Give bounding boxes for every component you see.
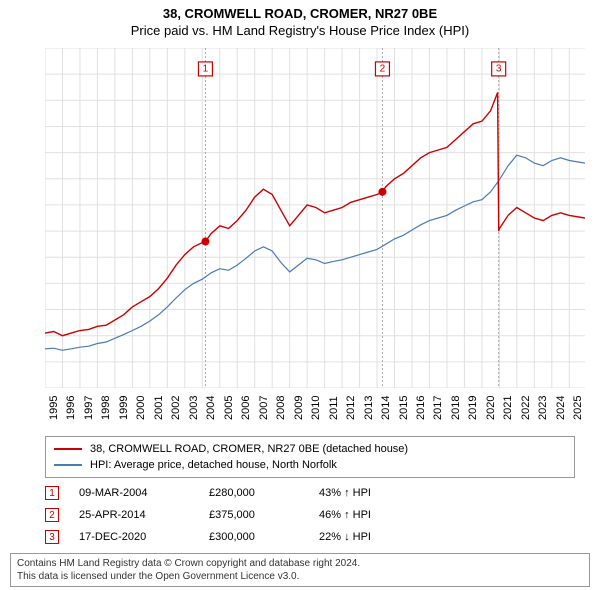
x-tick-label: 2002 [170,396,182,420]
legend-label: 38, CROMWELL ROAD, CROMER, NR27 0BE (det… [90,443,408,455]
x-tick-label: 2018 [450,396,462,420]
x-tick-label: 2025 [572,396,584,420]
footer: Contains HM Land Registry data © Crown c… [10,553,590,587]
x-tick-label: 2022 [520,396,532,420]
x-tick-label: 2011 [328,396,340,420]
x-tick-label: 2014 [380,396,392,420]
x-tick-label: 2021 [502,396,514,420]
x-tick-label: 2005 [223,396,235,420]
chart-svg: £0£50K£100K£150K£200K£250K£300K£350K£400… [45,48,585,388]
x-tick-label: 2008 [275,396,287,420]
x-tick-label: 2020 [485,396,497,420]
legend-row: 38, CROMWELL ROAD, CROMER, NR27 0BE (det… [54,441,566,457]
x-tick-label: 2006 [240,396,252,420]
x-tick-label: 2019 [467,396,479,420]
sale-delta: 46% ↑ HPI [319,509,371,521]
x-tick-label: 1996 [65,396,77,420]
x-tick-label: 2017 [432,396,444,420]
legend-swatch [54,464,82,466]
footer-line: This data is licensed under the Open Gov… [17,570,583,583]
legend-row: HPI: Average price, detached house, Nort… [54,457,566,473]
x-tick-label: 1998 [100,396,112,420]
sale-marker: 1 [45,486,59,500]
x-tick-label: 1999 [118,396,130,420]
chart-area: £0£50K£100K£150K£200K£250K£300K£350K£400… [45,48,585,388]
sale-delta: 43% ↑ HPI [319,487,371,499]
x-tick-label: 2007 [258,396,270,420]
x-tick-label: 1997 [83,396,95,420]
sale-date: 09-MAR-2004 [79,487,209,499]
x-tick-label: 2001 [153,396,165,420]
x-tick-label: 2003 [188,396,200,420]
x-tick-label: 2010 [310,396,322,420]
footer-line: Contains HM Land Registry data © Crown c… [17,557,583,570]
x-axis-labels: 1995 1996 1997 1998 1999 2000 2001 2002 2003 2004… [45,388,585,438]
sale-marker: 2 [45,508,59,522]
x-tick-label: 2013 [363,396,375,420]
x-tick-label: 2000 [135,396,147,420]
sale-date: 25-APR-2014 [79,509,209,521]
x-tick-label: 2015 [398,396,410,420]
title-sub: Price paid vs. HM Land Registry's House … [0,23,600,38]
sales-table: 1 09-MAR-2004 £280,000 43% ↑ HPI 2 25-AP… [45,482,575,548]
title-block: 38, CROMWELL ROAD, CROMER, NR27 0BE Pric… [0,0,600,38]
sale-marker: 3 [45,530,59,544]
x-tick-label: 2012 [345,396,357,420]
sale-row: 1 09-MAR-2004 £280,000 43% ↑ HPI [45,482,575,504]
sale-delta: 22% ↓ HPI [319,531,371,543]
sale-row: 3 17-DEC-2020 £300,000 22% ↓ HPI [45,526,575,548]
sale-price: £300,000 [209,531,319,543]
svg-text:2: 2 [380,63,386,74]
x-tick-label: 2023 [537,396,549,420]
legend-swatch [54,448,82,450]
sale-date: 17-DEC-2020 [79,531,209,543]
x-tick-label: 2004 [205,396,217,420]
x-tick-label: 2016 [415,396,427,420]
svg-text:3: 3 [496,63,502,74]
legend-label: HPI: Average price, detached house, Nort… [90,459,337,471]
sale-price: £375,000 [209,509,319,521]
chart-container: 38, CROMWELL ROAD, CROMER, NR27 0BE Pric… [0,0,600,590]
sale-row: 2 25-APR-2014 £375,000 46% ↑ HPI [45,504,575,526]
title-main: 38, CROMWELL ROAD, CROMER, NR27 0BE [0,6,600,21]
x-tick-label: 2009 [293,396,305,420]
legend: 38, CROMWELL ROAD, CROMER, NR27 0BE (det… [45,436,575,478]
x-tick-label: 1995 [48,396,60,420]
x-tick-label: 2024 [555,396,567,420]
sale-price: £280,000 [209,487,319,499]
svg-text:1: 1 [203,63,209,74]
